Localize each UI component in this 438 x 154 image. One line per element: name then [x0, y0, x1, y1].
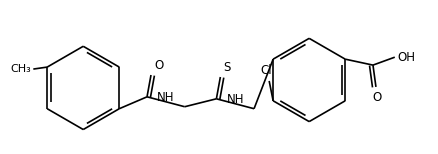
- Text: S: S: [223, 61, 231, 74]
- Text: CH₃: CH₃: [11, 64, 32, 74]
- Text: Cl: Cl: [260, 64, 272, 77]
- Text: O: O: [372, 91, 381, 104]
- Text: O: O: [154, 59, 163, 72]
- Text: OH: OH: [398, 51, 416, 64]
- Text: NH: NH: [157, 91, 175, 104]
- Text: NH: NH: [226, 93, 244, 106]
